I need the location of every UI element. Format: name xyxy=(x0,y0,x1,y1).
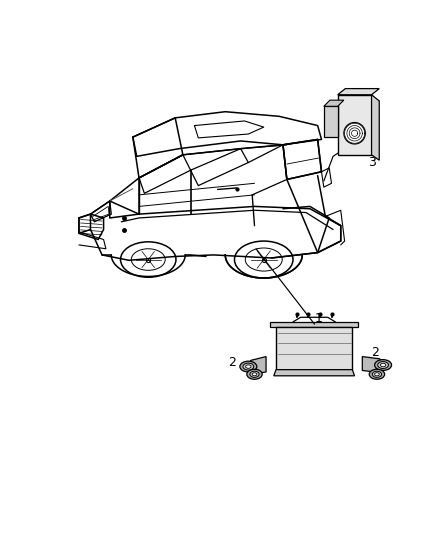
Ellipse shape xyxy=(246,365,251,368)
Ellipse shape xyxy=(250,371,259,377)
Text: 2: 2 xyxy=(228,356,236,369)
Ellipse shape xyxy=(243,363,254,370)
Polygon shape xyxy=(338,88,379,95)
Ellipse shape xyxy=(240,361,257,372)
Ellipse shape xyxy=(380,364,386,367)
Ellipse shape xyxy=(369,369,385,379)
Ellipse shape xyxy=(372,371,381,377)
Polygon shape xyxy=(324,106,338,137)
Text: 3: 3 xyxy=(367,156,375,169)
Polygon shape xyxy=(324,100,344,106)
Ellipse shape xyxy=(378,361,389,368)
Polygon shape xyxy=(371,95,379,160)
Text: 1: 1 xyxy=(314,312,322,325)
Ellipse shape xyxy=(252,373,257,376)
Ellipse shape xyxy=(344,123,365,144)
Polygon shape xyxy=(270,322,358,327)
Polygon shape xyxy=(362,357,380,373)
Ellipse shape xyxy=(247,369,262,379)
Ellipse shape xyxy=(374,360,392,370)
Polygon shape xyxy=(338,95,371,155)
Text: 2: 2 xyxy=(371,346,379,359)
Ellipse shape xyxy=(374,373,379,376)
Polygon shape xyxy=(251,357,266,374)
Polygon shape xyxy=(276,327,352,370)
Polygon shape xyxy=(274,370,355,376)
